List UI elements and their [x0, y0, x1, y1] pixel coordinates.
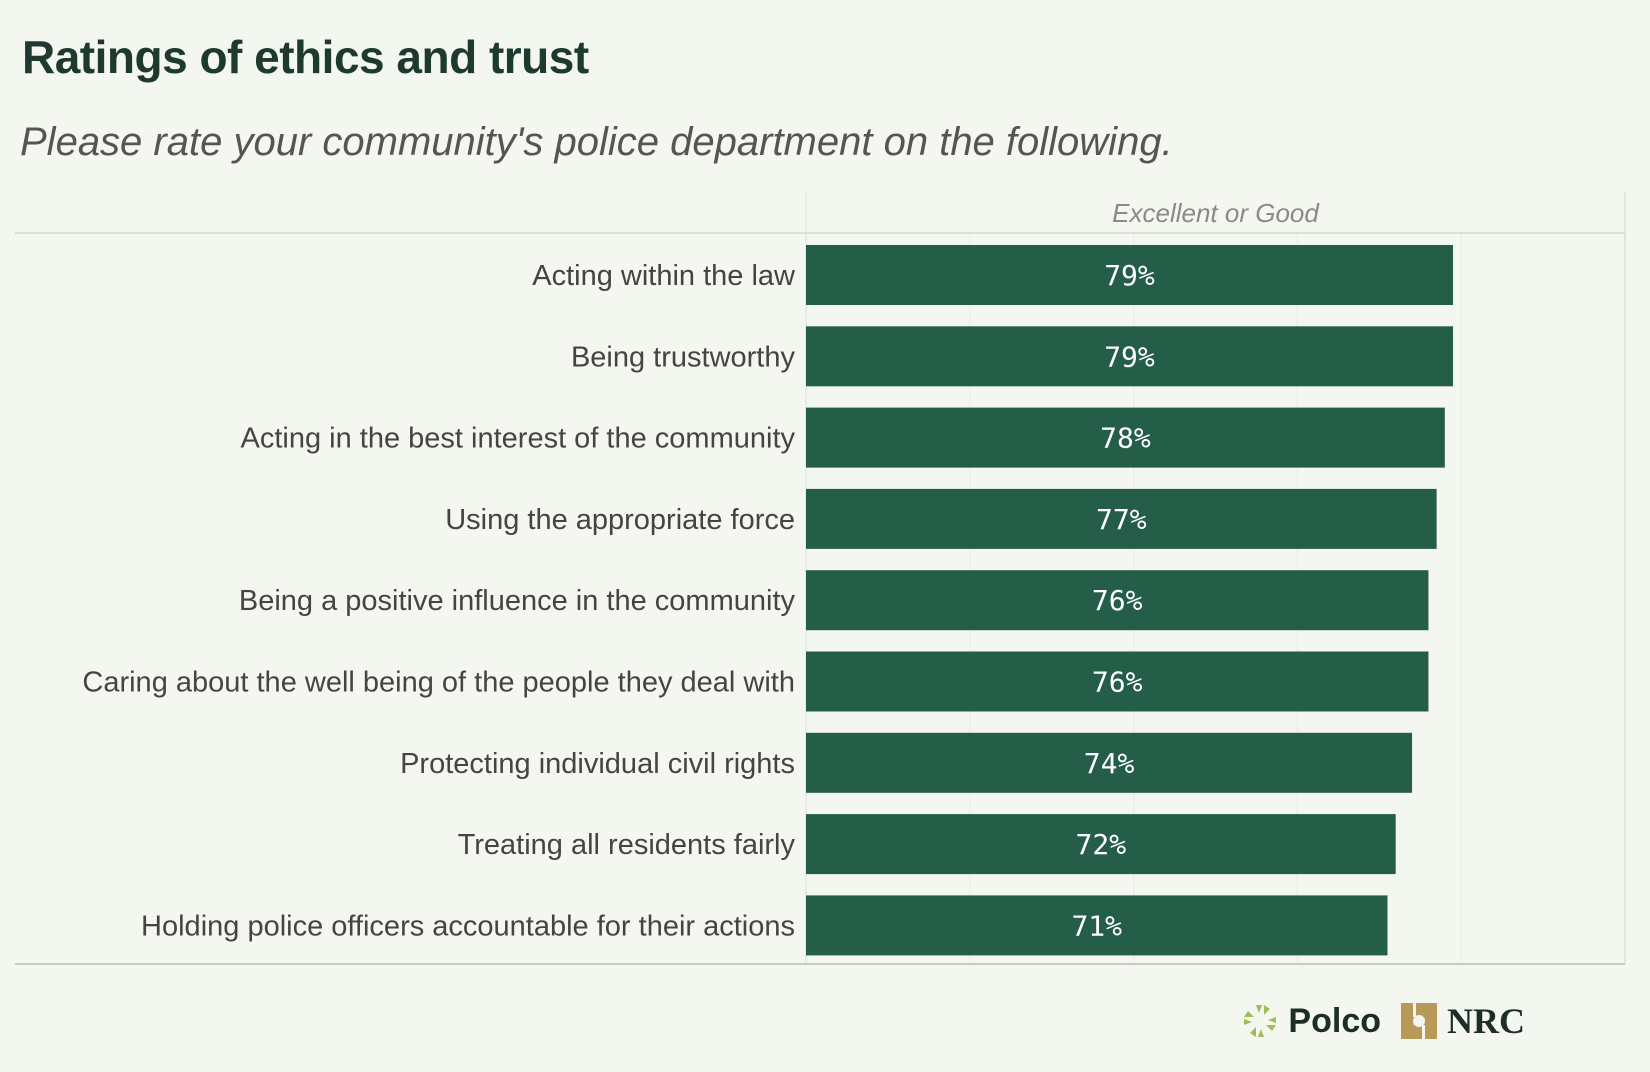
bar [806, 407, 1445, 468]
bar-chart: Excellent or Good Acting within the law 79… [15, 192, 1626, 965]
bar [806, 814, 1396, 875]
chart-title: Ratings of ethics and trust [22, 31, 589, 83]
bar [806, 570, 1429, 631]
polco-logo-text: Polco [1288, 1001, 1381, 1040]
value-label: 71% [1071, 909, 1122, 942]
bar [806, 245, 1454, 305]
bar [806, 326, 1454, 387]
nrc-logo-icon [1401, 1003, 1437, 1039]
value-label: 76% [1092, 666, 1143, 699]
polco-logo-icon [1244, 1005, 1277, 1037]
bar [806, 488, 1437, 549]
category-label: Using the appropriate force [445, 504, 795, 536]
category-label: Treating all residents fairly [458, 829, 796, 861]
value-label: 74% [1084, 747, 1135, 780]
category-label: Holding police officers accountable for … [141, 910, 795, 942]
value-label: 76% [1092, 584, 1143, 617]
category-label: Being a positive influence in the commun… [239, 585, 796, 617]
column-header: Excellent or Good [1112, 198, 1320, 228]
bar [806, 895, 1388, 956]
category-label: Caring about the well being of the peopl… [82, 667, 795, 699]
chart-subtitle: Please rate your community's police depa… [20, 120, 1173, 164]
value-label: 79% [1104, 340, 1155, 373]
bar [806, 651, 1429, 712]
logo-area: Polco NRC [1242, 1000, 1525, 1042]
category-label: Acting in the best interest of the commu… [241, 423, 796, 455]
category-label: Protecting individual civil rights [400, 748, 795, 780]
category-label: Being trustworthy [571, 341, 796, 373]
nrc-logo-text: NRC [1447, 1001, 1525, 1041]
value-label: 77% [1096, 503, 1147, 536]
value-label: 72% [1076, 828, 1127, 861]
category-label: Acting within the law [532, 260, 796, 292]
value-label: 79% [1104, 259, 1155, 292]
bar [806, 732, 1413, 793]
value-label: 78% [1100, 422, 1151, 455]
